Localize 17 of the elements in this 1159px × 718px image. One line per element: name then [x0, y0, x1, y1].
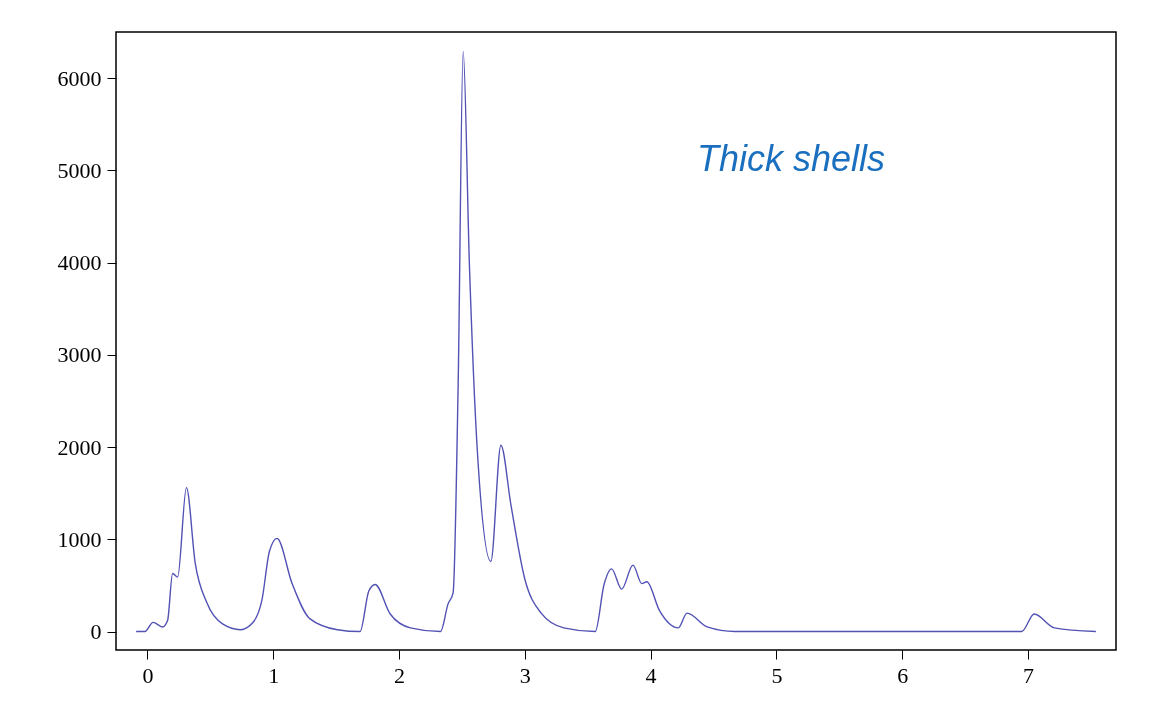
y-tick-label: 4000: [57, 250, 102, 276]
x-tick-label: 6: [897, 662, 909, 688]
x-tick-label: 5: [771, 662, 783, 688]
x-tick-label: 1: [268, 662, 280, 688]
y-tick-label: 0: [90, 619, 102, 645]
x-tick-label: 2: [394, 662, 406, 688]
x-tick-label: 0: [142, 662, 154, 688]
line-series: [135, 50, 1097, 633]
x-tick-label: 7: [1022, 662, 1034, 688]
x-tick-label: 4: [645, 662, 657, 688]
x-tick-label: 3: [519, 662, 531, 688]
y-tick-label: 1000: [57, 526, 102, 552]
y-tick-label: 2000: [57, 434, 102, 460]
y-tick-label: 6000: [57, 65, 102, 91]
y-tick-label: 5000: [57, 157, 102, 183]
annotation: Thick shells: [696, 138, 886, 179]
y-tick-label: 3000: [57, 342, 102, 368]
